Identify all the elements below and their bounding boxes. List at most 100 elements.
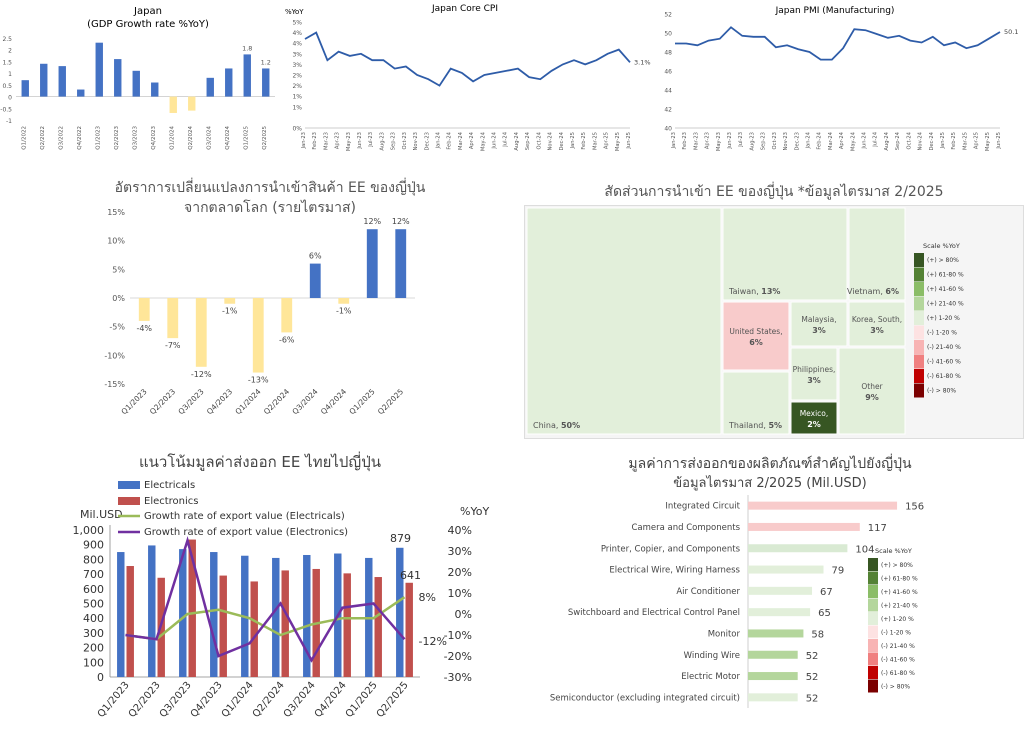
gdp-bar — [243, 54, 251, 97]
prod-legend-swatch — [868, 666, 878, 679]
pmi-x-tick: Jan-23 — [671, 132, 677, 149]
cpi-y-tick: 5% — [292, 20, 302, 27]
imp-bar — [252, 298, 264, 373]
exp-bar-electronics — [250, 581, 258, 677]
imp-y-tick: 10% — [107, 237, 125, 246]
prod-legend-swatch — [868, 558, 878, 571]
treemap-legend-label: (-) 21-40 % — [927, 344, 961, 351]
pmi-chart-panel: Japan PMI (Manufacturing) 52 50 48 46 44 42 40… — [655, 0, 1024, 170]
exp-legend-label: Electricals — [144, 480, 195, 491]
pmi-x-tick: Mar-25 — [962, 132, 968, 150]
prod-legend-swatch — [868, 652, 878, 666]
gdp-chart: Japan (GDP Growth rate %YoY) 2.5 2 1.5 1 0.5… — [0, 6, 275, 150]
imp-x-tick: Q4/2023 — [205, 387, 234, 416]
prod-category-label: Switchboard and Electrical Control Panel — [568, 608, 740, 618]
prod-category-label: Monitor — [708, 629, 741, 639]
prod-legend-swatch — [868, 598, 878, 612]
exp-y-tick: 900 — [83, 539, 104, 552]
pmi-y-tick: 52 — [664, 12, 672, 19]
cpi-x-tick: Oct-23 — [402, 132, 408, 149]
gdp-x-tick: Q4/2022 — [77, 126, 83, 150]
exp-label-electronics: 641 — [400, 569, 421, 582]
gdp-bar — [21, 80, 29, 97]
treemap-legend-swatch — [914, 296, 924, 311]
exp-y-tick: 300 — [83, 627, 104, 640]
treemap-title: สัดส่วนการนำเข้า EE ของญี่ปุ่น *ข้อมูลไต… — [524, 180, 1024, 202]
cpi-end-label: 3.1% — [634, 58, 651, 66]
imp-bar — [309, 263, 321, 298]
products-panel: มูลค่าการส่งออกของผลิตภัณฑ์สำคัญไปยังญี่… — [520, 450, 1024, 725]
imp-data-label: -4% — [136, 324, 152, 333]
exp-y2-tick: 20% — [448, 566, 472, 579]
treemap-cell — [790, 401, 838, 435]
cpi-x-tick: Mar-23 — [323, 132, 329, 150]
pmi-x-tick: Oct-24 — [906, 131, 912, 149]
pmi-x-tick: Sep-23 — [761, 132, 767, 150]
cpi-x-tick: Jul-24 — [503, 131, 509, 147]
treemap-cell — [722, 207, 848, 301]
treemap-cell-value: 2% — [807, 420, 821, 429]
treemap-legend-swatch — [914, 340, 924, 354]
import-rate-title-line1: อัตราการเปลี่ยนแปลงการนำเข้าสินค้า EE ขอ… — [115, 178, 426, 196]
prod-legend-label: (-) 21-40 % — [881, 643, 915, 650]
exp-y-tick: 400 — [83, 612, 104, 625]
imp-data-label: -7% — [165, 341, 181, 350]
cpi-chart-title: Japan Core CPI — [431, 4, 498, 14]
treemap-cell — [848, 207, 906, 301]
treemap-cell-label: Taiwan, 13% — [728, 287, 780, 296]
pmi-end-label: 50.1 — [1004, 28, 1018, 36]
pmi-chart-title: Japan PMI (Manufacturing) — [775, 6, 895, 16]
cpi-x-tick: Sep-23 — [391, 132, 397, 150]
cpi-x-tick: Jan-25 — [570, 132, 576, 149]
pmi-x-tick: Jun-24 — [862, 131, 868, 149]
gdp-bar — [132, 70, 140, 97]
treemap-title-text: สัดส่วนการนำเข้า EE ของญี่ปุ่น *ข้อมูลไต… — [604, 182, 943, 200]
imp-x-tick: Q2/2023 — [148, 387, 177, 416]
exp-x-tick: Q1/2024 — [220, 680, 256, 720]
pmi-x-tick: Apr-25 — [974, 132, 980, 149]
treemap-cell — [848, 301, 906, 347]
treemap-cell-value: 9% — [865, 393, 879, 402]
treemap-legend-swatch — [914, 253, 924, 267]
treemap-legend-swatch — [914, 383, 924, 398]
gdp-x-tick: Q3/2024 — [206, 126, 212, 150]
gdp-bar — [95, 42, 103, 97]
treemap-cell-label: Thailand, 5% — [728, 421, 782, 430]
imp-y-tick: 15% — [107, 208, 125, 217]
treemap-cell-label: Mexico, — [800, 409, 829, 418]
gdp-x-tick: Q1/2023 — [95, 126, 101, 150]
prod-category-label: Electrical Wire, Wiring Harness — [609, 566, 740, 576]
gdp-chart-panel: Japan (GDP Growth rate %YoY) 2.5 2 1.5 1 0.5… — [0, 0, 285, 170]
pmi-x-tick: Sep-24 — [895, 131, 901, 150]
cpi-x-tick: May-24 — [480, 131, 486, 151]
prod-category-label: Electric Motor — [681, 672, 740, 682]
pmi-x-tick: Jul-23 — [738, 132, 744, 148]
treemap-panel: China, 50% Taiwan, 13% Vietnam, 6% United S… — [524, 205, 1024, 439]
cpi-x-tick: Aug-23 — [379, 132, 385, 151]
prod-bar — [748, 608, 811, 617]
prod-legend-swatch — [868, 639, 878, 652]
treemap-legend-swatch — [914, 369, 924, 383]
prod-bar — [748, 522, 860, 531]
pmi-x-tick: Jul-24 — [873, 131, 879, 147]
prod-category-label: Camera and Components — [631, 523, 740, 533]
prod-bar — [748, 501, 898, 510]
imp-y-tick: -10% — [104, 351, 125, 360]
pmi-x-tick: May-23 — [716, 132, 722, 151]
exp-bar-electricals — [272, 557, 280, 677]
cpi-series-line — [304, 31, 631, 87]
pmi-x-tick: Apr-24 — [839, 131, 845, 149]
prod-data-label: 52 — [806, 651, 819, 662]
prod-bar — [748, 693, 798, 702]
pmi-x-tick: Jan-25 — [940, 132, 946, 149]
gdp-bar — [262, 68, 270, 97]
prod-data-label: 52 — [806, 672, 819, 683]
exp-legend-label: Electronics — [144, 496, 199, 507]
prod-category-label: Integrated Circuit — [665, 502, 740, 512]
treemap-legend-label: (-) 61-80 % — [927, 373, 961, 380]
imp-data-label: -1% — [222, 307, 238, 316]
prod-data-label: 52 — [806, 693, 819, 704]
imp-y-tick: 5% — [112, 265, 125, 274]
exp-bar-electricals — [396, 547, 404, 677]
treemap-legend-label: (-) > 80% — [927, 388, 956, 395]
